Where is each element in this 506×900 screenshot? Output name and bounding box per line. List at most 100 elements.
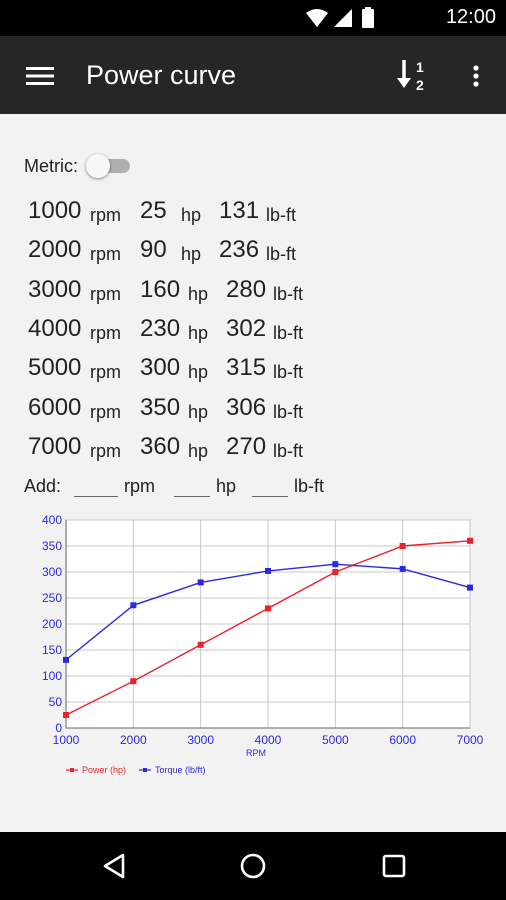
rpm-unit: rpm	[90, 440, 121, 461]
more-vert-icon	[473, 65, 479, 87]
menu-button[interactable]	[20, 56, 60, 96]
data-point	[63, 656, 69, 663]
rpm-unit: rpm	[90, 205, 121, 225]
metric-toggle[interactable]	[86, 154, 134, 178]
torque-value[interactable]: 270	[226, 432, 267, 460]
rpm-value[interactable]: 3000	[28, 275, 82, 303]
overflow-menu-button[interactable]	[458, 56, 494, 96]
hp-value[interactable]: 230	[140, 314, 181, 342]
main-content: Metric: 1000 rpm 25 hp 131 lb-ft 2000 rpm 90 hp 23…	[0, 114, 506, 832]
metric-label: Metric:	[24, 155, 78, 176]
torque-value[interactable]: 236	[219, 236, 260, 264]
page-title: Power curve	[86, 60, 237, 90]
data-point	[467, 537, 473, 544]
hp-unit: hp	[188, 283, 209, 304]
torque-value[interactable]: 315	[226, 354, 267, 382]
hp-value[interactable]: 350	[140, 393, 181, 421]
data-point	[399, 543, 406, 549]
hamburger-menu-icon	[26, 67, 54, 85]
table-row: 3000 rpm 160 hp 280 lb-ft	[28, 273, 328, 309]
data-point	[130, 678, 137, 685]
y-tick-label: 0	[55, 721, 62, 735]
add-rpm-unit: rpm	[124, 476, 155, 496]
add-hp-input[interactable]	[174, 496, 210, 497]
torque-value[interactable]: 302	[226, 314, 267, 342]
hp-value[interactable]: 300	[140, 354, 181, 382]
data-point	[332, 569, 339, 575]
hp-value[interactable]: 90	[140, 236, 167, 264]
data-point	[265, 567, 271, 574]
y-tick-label: 200	[42, 617, 62, 631]
home-circle-icon	[240, 853, 266, 879]
hp-value[interactable]: 360	[140, 432, 181, 460]
add-torque-unit: lb-ft	[294, 476, 325, 496]
data-point	[467, 584, 473, 591]
data-point	[197, 641, 204, 648]
recents-button[interactable]	[370, 842, 418, 890]
data-point	[332, 561, 339, 568]
status-time: 12:00	[445, 6, 496, 28]
torque-value[interactable]: 131	[219, 197, 260, 224]
rpm-value[interactable]: 6000	[28, 393, 82, 421]
hp-value[interactable]: 25	[140, 197, 167, 224]
hp-value[interactable]: 160	[140, 275, 181, 303]
table-row: 5000 rpm 300 hp 315 lb-ft	[28, 351, 328, 387]
y-tick-label: 50	[49, 695, 63, 709]
rpm-unit: rpm	[90, 322, 121, 343]
rpm-value[interactable]: 7000	[28, 432, 82, 460]
add-row: Add: rpm hp lb-ft	[24, 476, 444, 502]
rpm-unit: rpm	[90, 244, 121, 265]
back-triangle-icon	[103, 853, 125, 879]
torque-value[interactable]: 280	[226, 275, 267, 303]
recents-square-icon	[382, 854, 406, 878]
table-row: 7000 rpm 360 hp 270 lb-ft	[28, 430, 328, 466]
add-hp-unit: hp	[216, 476, 237, 496]
torque-unit: lb-ft	[273, 440, 304, 461]
toggle-thumb	[86, 154, 110, 178]
hp-unit: hp	[181, 244, 202, 265]
legend-label: Power (hp)	[82, 765, 126, 775]
torque-unit: lb-ft	[273, 322, 304, 343]
svg-text:1: 1	[416, 59, 424, 75]
home-button[interactable]	[229, 842, 277, 890]
x-tick-label: 7000	[457, 733, 484, 747]
y-tick-label: 300	[42, 565, 62, 579]
rpm-value[interactable]: 4000	[28, 314, 82, 342]
table-row: 4000 rpm 230 hp 302 lb-ft	[28, 312, 328, 348]
table-row: 6000 rpm 350 hp 306 lb-ft	[28, 391, 328, 427]
sort-numeric-icon: 1 2	[397, 59, 424, 93]
rpm-value[interactable]: 5000	[28, 354, 82, 382]
rpm-unit: rpm	[90, 362, 121, 383]
x-tick-label: 4000	[255, 733, 282, 747]
torque-unit: lb-ft	[273, 283, 304, 304]
torque-unit: lb-ft	[266, 244, 297, 265]
add-torque-input[interactable]	[252, 496, 288, 497]
sort-button[interactable]: 1 2	[394, 54, 436, 98]
rpm-unit: rpm	[90, 401, 121, 422]
add-rpm-input[interactable]	[74, 496, 118, 497]
y-tick-label: 100	[42, 669, 62, 683]
battery-icon	[362, 7, 374, 28]
y-tick-label: 400	[42, 513, 62, 527]
x-tick-label: 3000	[187, 733, 214, 747]
hp-unit: hp	[188, 440, 209, 461]
torque-value[interactable]: 306	[226, 393, 267, 421]
data-point	[130, 602, 137, 609]
status-bar: 12:00	[0, 0, 506, 36]
x-tick-label: 1000	[53, 733, 80, 747]
rpm-value[interactable]: 1000	[28, 197, 82, 224]
x-tick-label: 5000	[322, 733, 349, 747]
rpm-value[interactable]: 2000	[28, 236, 82, 264]
signal-icon	[334, 9, 352, 27]
x-tick-label: 2000	[120, 733, 147, 747]
legend-marker	[143, 768, 147, 772]
wifi-icon	[306, 9, 328, 27]
y-tick-label: 250	[42, 591, 62, 605]
hp-unit: hp	[188, 322, 209, 343]
rpm-unit: rpm	[90, 283, 121, 304]
data-point	[399, 565, 406, 572]
back-button[interactable]	[90, 842, 138, 890]
x-tick-label: 6000	[389, 733, 416, 747]
x-axis-label: RPM	[246, 748, 266, 758]
table-row: 1000 rpm 25 hp 131 lb-ft	[28, 194, 328, 230]
